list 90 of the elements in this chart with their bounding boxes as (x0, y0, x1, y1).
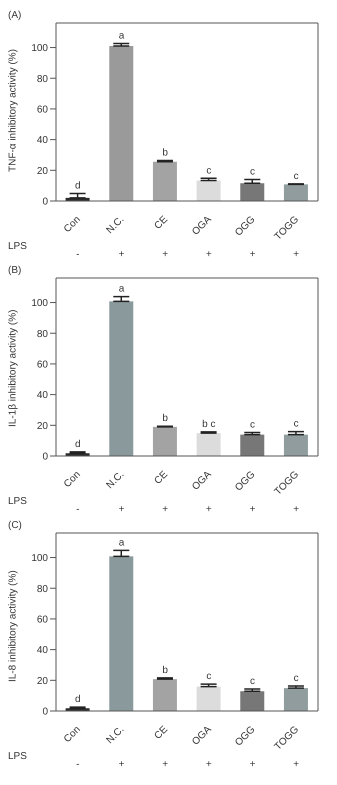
y-tick-label: 0 (42, 452, 48, 463)
x-tick-label: OGA (190, 214, 214, 238)
y-tick-label: 0 (42, 196, 48, 208)
x-tick-label: N.C. (104, 469, 126, 492)
x-tick-label: CE (152, 724, 170, 742)
y-tick-label: 20 (36, 420, 48, 432)
chart-title: (B) (8, 265, 22, 276)
x-tick-label: Con (62, 214, 83, 235)
y-tick-label: 60 (36, 614, 48, 626)
annotation: d (75, 694, 81, 706)
annotation: b (162, 664, 168, 676)
bar (152, 426, 177, 456)
bar (240, 691, 264, 711)
text: + (293, 504, 300, 515)
bar (152, 679, 177, 711)
text: + (293, 249, 300, 260)
bar (284, 688, 308, 711)
text: + (206, 759, 212, 770)
x-tick-label: CE (152, 214, 170, 232)
text: + (206, 504, 212, 515)
text: + (162, 759, 168, 770)
chart-title: (C) (8, 520, 22, 531)
bar (240, 434, 264, 456)
text: + (250, 504, 256, 515)
text: LPS (8, 241, 27, 252)
y-tick-label: 100 (31, 43, 48, 54)
y-tick-label: 60 (36, 359, 48, 370)
y-tick-label: 20 (36, 166, 48, 177)
annotation: b (162, 413, 168, 424)
annotation: c (250, 676, 255, 688)
annotation: b c (202, 418, 216, 430)
text: - (76, 504, 80, 515)
annotation: a (118, 30, 125, 42)
text: + (206, 249, 212, 260)
x-tick-label: N.C. (104, 724, 126, 746)
y-axis-title: TNF-α inhibitory activity (%) (8, 48, 19, 172)
bar (284, 184, 308, 201)
y-tick-label: 80 (36, 328, 48, 340)
annotation: c (294, 170, 299, 182)
y-tick-label: 60 (36, 104, 48, 116)
y-tick-label: 40 (36, 390, 48, 402)
x-tick-label: OGA (190, 724, 214, 748)
annotation: a (118, 284, 125, 295)
annotation: d (75, 180, 81, 192)
annotation: b (162, 147, 168, 158)
text: + (118, 759, 125, 770)
bar (109, 556, 134, 711)
bar (196, 686, 221, 711)
annotation: d (75, 438, 81, 450)
text: + (250, 249, 256, 260)
x-tick-label: N.C. (104, 214, 126, 236)
bar (196, 433, 221, 456)
y-tick-label: 80 (36, 584, 48, 595)
y-tick-label: 40 (36, 135, 48, 146)
text: + (118, 504, 125, 515)
x-tick-label: CE (152, 468, 170, 487)
bar (196, 180, 221, 201)
text: LPS (8, 751, 27, 762)
x-tick-label: OGA (190, 468, 214, 493)
annotation: c (206, 671, 212, 682)
y-tick-label: 100 (31, 298, 48, 310)
text: + (293, 759, 300, 770)
bar (109, 301, 134, 456)
annotation: c (294, 672, 299, 684)
bar (109, 46, 134, 201)
text: - (76, 759, 80, 770)
text: + (162, 249, 168, 260)
x-tick-label: Con (62, 469, 83, 490)
text: LPS (8, 496, 27, 507)
y-tick-label: 100 (31, 553, 48, 564)
y-tick-label: 20 (36, 676, 48, 687)
bar (240, 183, 264, 201)
text: - (76, 249, 80, 260)
y-tick-label: 0 (42, 706, 48, 718)
annotation: c (206, 165, 212, 176)
chart-title: (A) (8, 10, 22, 21)
text: + (118, 249, 125, 260)
annotation: c (294, 418, 299, 430)
bar (152, 162, 177, 201)
annotation: c (250, 420, 255, 431)
text: + (162, 504, 168, 515)
text: + (250, 759, 256, 770)
y-axis-title: IL-1β inhibitory activity (%) (8, 310, 19, 427)
annotation: a (118, 537, 125, 548)
y-tick-label: 80 (36, 74, 48, 85)
x-tick-label: Con (62, 724, 83, 745)
annotation: c (250, 166, 255, 178)
bar (284, 434, 308, 456)
y-tick-label: 40 (36, 645, 48, 656)
y-axis-title: IL-8 inhibitory activity (%) (8, 570, 19, 682)
